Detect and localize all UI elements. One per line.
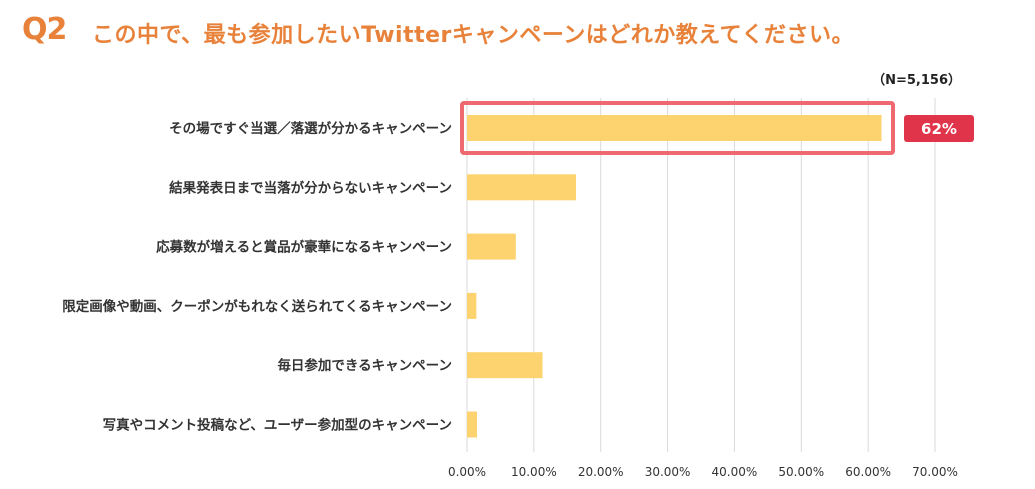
sample-size-label: （N=5,156） bbox=[872, 73, 961, 88]
x-axis-ticks: 0.00% 10.00% 20.00% 30.00% 40.00% 50.00% 60.00… bbox=[448, 465, 958, 479]
question-title: この中で、最も参加したいTwitterキャンペーンはどれか教えてください。 bbox=[92, 23, 855, 48]
bar bbox=[467, 174, 576, 201]
value-badge bbox=[904, 115, 974, 142]
x-tick-label: 0.00% bbox=[448, 465, 486, 479]
bar bbox=[467, 115, 882, 141]
gridlines bbox=[466, 98, 936, 452]
bar bbox=[467, 352, 543, 379]
category-label: 写真やコメント投稿など、ユーザー参加型のキャンペーン bbox=[103, 417, 452, 434]
bar bbox=[467, 233, 516, 260]
x-tick-label: 60.00% bbox=[845, 465, 891, 479]
category-label: 限定画像や動画、クーポンがもれなく送られてくるキャンペーン bbox=[62, 298, 452, 315]
highlight: 62% bbox=[460, 101, 974, 155]
bar bbox=[467, 292, 477, 319]
x-tick-label: 70.00% bbox=[912, 465, 958, 479]
x-tick-label: 40.00% bbox=[712, 465, 758, 479]
bars bbox=[467, 115, 882, 438]
category-label: 毎日参加できるキャンペーン bbox=[277, 357, 452, 374]
category-label: 応募数が増えると賞品が豪華になるキャンペーン bbox=[156, 239, 452, 256]
bar bbox=[467, 411, 478, 438]
category-label: 結果発表日まで当落が分からないキャンペーン bbox=[169, 179, 452, 196]
x-tick-label: 20.00% bbox=[578, 465, 624, 479]
category-label: その場ですぐ当選／落選が分かるキャンペーン bbox=[169, 120, 452, 137]
x-tick-label: 30.00% bbox=[645, 465, 691, 479]
category-labels: その場ですぐ当選／落選が分かるキャンペーン結果発表日まで当落が分からないキャンペ… bbox=[62, 120, 452, 434]
x-tick-label: 10.00% bbox=[511, 465, 557, 479]
x-tick-label: 50.00% bbox=[778, 465, 824, 479]
question-number: Q2 bbox=[22, 12, 67, 47]
value-badge-label: 62% bbox=[921, 120, 957, 138]
highlight-box bbox=[460, 101, 895, 155]
